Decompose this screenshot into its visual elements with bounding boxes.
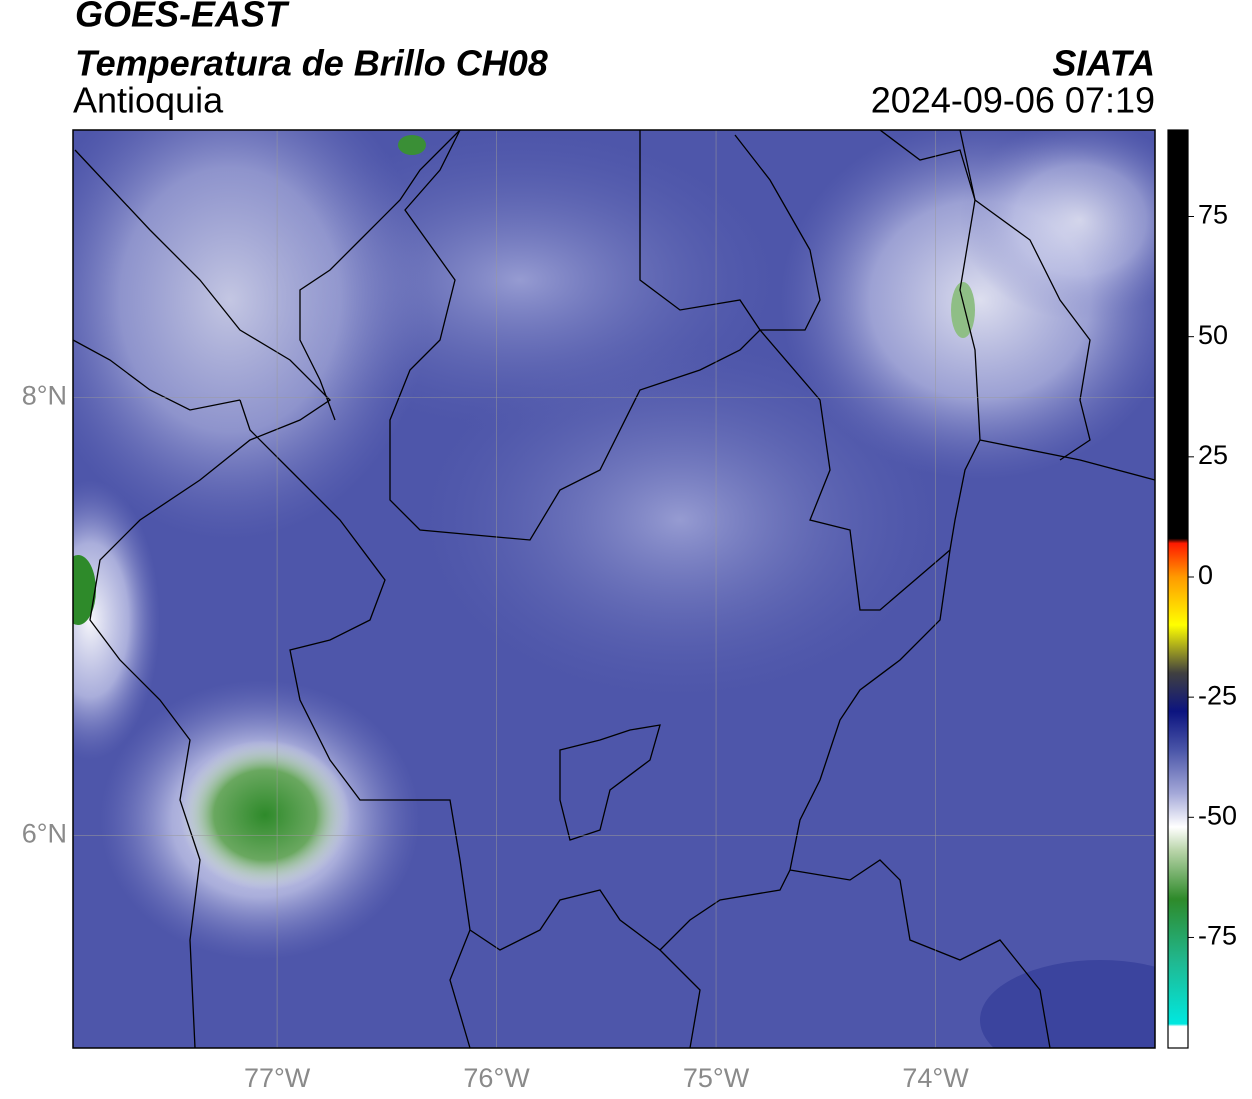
source: SIATA xyxy=(1052,43,1155,84)
y-tick-label: 8°N xyxy=(22,380,67,410)
region: Antioquia xyxy=(73,80,224,121)
colorbar-tick-label: 0 xyxy=(1198,560,1213,590)
x-tick-label: 75°W xyxy=(683,1063,750,1093)
map-frame xyxy=(72,129,1156,1049)
colorbar: 75 50 25 0 -25 -50 -75 xyxy=(1168,130,1237,1048)
x-tick-label: 74°W xyxy=(902,1063,969,1093)
colorbar-tick-label: -75 xyxy=(1198,921,1237,951)
colorbar-tick-label: 25 xyxy=(1198,440,1228,470)
cloud-core xyxy=(180,740,350,890)
cloud xyxy=(73,130,430,540)
subtitle: Temperatura de Brillo CH08 xyxy=(75,43,548,84)
cloud xyxy=(73,480,160,760)
cloud-core xyxy=(73,555,96,625)
colorbar-tick-label: -25 xyxy=(1198,680,1237,710)
colorbar-tick-label: -50 xyxy=(1198,800,1237,830)
cloud xyxy=(960,130,1155,320)
cloud-core xyxy=(951,282,975,338)
cloud-core xyxy=(398,135,426,155)
borders xyxy=(73,130,1155,1048)
map-shade xyxy=(980,960,1155,1048)
colorbar-tick-label: 75 xyxy=(1198,200,1228,230)
x-tick-label: 77°W xyxy=(244,1063,311,1093)
colorbar-frame xyxy=(1167,129,1189,1049)
datetime: 2024-09-06 07:19 xyxy=(871,80,1155,121)
colorbar-tick-label: 50 xyxy=(1198,320,1228,350)
map-shade xyxy=(420,340,940,700)
y-tick-label: 6°N xyxy=(22,819,67,849)
x-tick-label: 76°W xyxy=(463,1063,530,1093)
map-field xyxy=(73,130,1155,1048)
grid xyxy=(73,130,1155,1048)
title: GOES-EAST xyxy=(75,0,290,35)
colorbar-fill xyxy=(1168,130,1188,1048)
